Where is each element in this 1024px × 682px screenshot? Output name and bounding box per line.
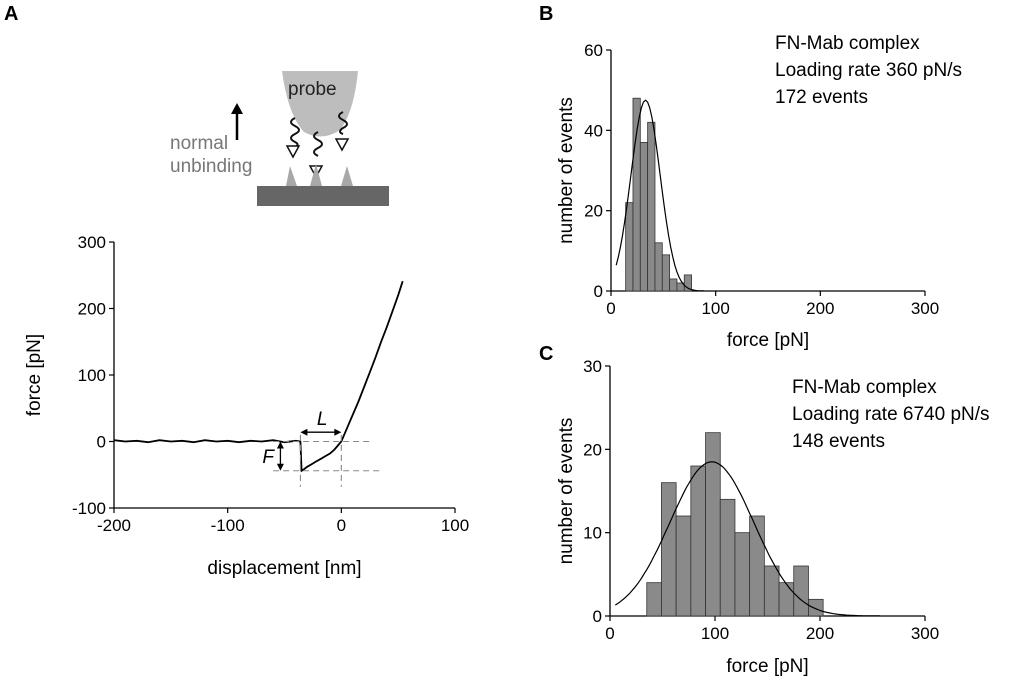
histogram-bar [793, 565, 809, 617]
gaussian-fit-curve [615, 99, 705, 292]
y-axis-title: number of events [556, 418, 577, 565]
y-tick-label: 40 [584, 121, 603, 140]
x-axis-title: displacement [nm] [207, 558, 361, 579]
histogram-bar [647, 121, 656, 292]
y-axis-title: force [pN] [24, 334, 45, 416]
x-tick-label: 100 [701, 624, 729, 643]
x-tick-label: 0 [606, 299, 615, 318]
histogram-bar [719, 498, 736, 617]
histogram-bar [625, 202, 634, 292]
histogram-bar [675, 515, 692, 617]
length-label: L [317, 409, 328, 430]
x-tick-label: -200 [97, 516, 131, 535]
y-tick-label: 30 [583, 357, 602, 376]
histogram-bar [763, 565, 780, 617]
force-arrow-bottom-head [276, 463, 284, 471]
x-tick-label: 200 [806, 624, 834, 643]
afm-schematic: probe normal unbinding [170, 71, 389, 206]
x-tick-label: -100 [211, 516, 245, 535]
x-tick-label: 200 [806, 299, 834, 318]
histogram-bar [705, 432, 721, 617]
y-tick-label: 20 [584, 202, 603, 221]
up-arrow-icon [231, 103, 243, 140]
x-axis-title: force [pN] [726, 656, 808, 677]
histogram-bar [654, 242, 663, 292]
y-tick-label: 20 [583, 440, 602, 459]
annotation-line: Loading rate 360 pN/s [775, 60, 962, 81]
x-tick-label: 300 [911, 299, 939, 318]
annotation-line: 148 events [792, 431, 885, 452]
y-tick-label: 10 [583, 524, 602, 543]
y-tick-label: 0 [594, 282, 603, 301]
histogram-bar [646, 582, 662, 617]
histogram-bar [808, 598, 824, 617]
normal-label: normal [170, 133, 228, 154]
annotation-line: Loading rate 6740 pN/s [792, 404, 990, 425]
histogram-bar [669, 278, 678, 292]
unbinding-label: unbinding [170, 156, 252, 177]
x-tick-label: 0 [605, 624, 614, 643]
y-axis-title: number of events [556, 97, 577, 244]
histogram-bar [661, 482, 677, 617]
x-tick-label: 100 [441, 516, 469, 535]
annotation-line: FN-Mab complex [775, 33, 920, 54]
histogram-bar [661, 254, 671, 292]
probe-tip-shape [282, 71, 358, 137]
y-tick-label: -100 [72, 499, 106, 518]
x-axis-title: force [pN] [727, 330, 809, 351]
force-curve-line [113, 280, 404, 473]
y-tick-label: 60 [584, 41, 603, 60]
annotation-line: 172 events [775, 87, 868, 108]
surface-spikes [286, 164, 353, 186]
tether-molecules [290, 111, 348, 157]
x-tick-label: 0 [337, 516, 346, 535]
annotation-line: FN-Mab complex [792, 377, 937, 398]
length-arrow-left-head [300, 428, 308, 436]
histogram-bar [734, 532, 751, 617]
probe-label: probe [288, 79, 337, 100]
length-arrow-right-head [334, 428, 342, 436]
histogram-bar [683, 274, 692, 292]
y-tick-label: 200 [78, 300, 106, 319]
y-tick-label: 300 [78, 233, 106, 252]
force-arrow-top-head [276, 441, 284, 449]
panel-letter-c: C [539, 343, 553, 365]
chart-c-histogram: 0 100 200 300 0 10 20 30 force [pN] number of eve… [556, 357, 990, 677]
x-tick-label: 300 [911, 624, 939, 643]
y-tick-label: 0 [593, 607, 602, 626]
histogram-bar [690, 465, 706, 617]
histogram-bar [632, 97, 641, 292]
histogram-bar [639, 141, 649, 292]
substrate [257, 186, 389, 206]
gaussian-fit-curve [614, 461, 880, 617]
x-tick-label: 100 [701, 299, 729, 318]
y-tick-label: 100 [78, 366, 106, 385]
chart-b-histogram: 0 100 200 300 0 20 40 60 force [pN] number of eve… [556, 33, 962, 351]
histogram-bar [778, 582, 795, 617]
panel-letter-b: B [539, 3, 553, 25]
panel-letter-a: A [4, 3, 18, 25]
y-tick-label: 0 [97, 433, 106, 452]
force-label: F [262, 447, 275, 468]
